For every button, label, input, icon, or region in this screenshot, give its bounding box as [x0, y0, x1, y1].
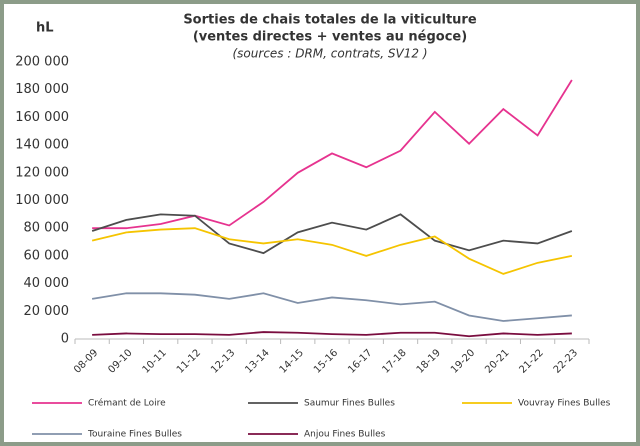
- series-line: [92, 79, 573, 230]
- y-tick-label: 60 000: [24, 248, 70, 263]
- y-tick-label: 200 000: [15, 55, 69, 70]
- series-line: [91, 213, 573, 255]
- y-tick-label: 140 000: [15, 138, 69, 153]
- legend-label: Anjou Fines Bulles: [304, 430, 386, 440]
- series-line: [92, 331, 572, 338]
- legend-label: Touraine Fines Bulles: [87, 430, 182, 440]
- y-tick-label: 120 000: [15, 165, 69, 180]
- series-line: [91, 227, 573, 275]
- series-line: [91, 292, 572, 322]
- chart-source: (sources : DRM, contrats, SV12 ): [233, 47, 428, 61]
- y-axis-label: hL: [36, 21, 54, 36]
- y-tick-label: 160 000: [15, 110, 69, 125]
- y-tick-label: 20 000: [24, 304, 70, 319]
- y-tick-label: 180 000: [15, 82, 69, 97]
- background: [4, 4, 636, 442]
- y-tick-label: 40 000: [24, 276, 70, 291]
- y-tick-label: 100 000: [15, 193, 69, 208]
- chart-subtitle: (ventes directes + ventes au négoce): [193, 30, 467, 45]
- y-tick-label: 80 000: [24, 221, 70, 236]
- legend-label: Vouvray Fines Bulles: [518, 399, 611, 409]
- legend-label: Crémant de Loire: [88, 398, 166, 409]
- legend-label: Saumur Fines Bulles: [304, 399, 395, 409]
- chart-title: Sorties de chais totales de la viticultu…: [183, 13, 477, 28]
- y-tick-label: 0: [61, 332, 69, 347]
